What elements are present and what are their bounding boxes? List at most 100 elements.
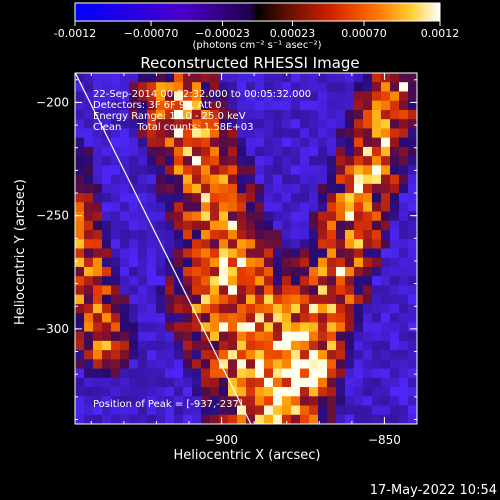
heatmap-cell: [264, 82, 274, 93]
heatmap-cell: [93, 322, 103, 333]
heatmap-cell: [264, 359, 274, 370]
heatmap-cell: [165, 405, 175, 416]
heatmap-cell: [282, 73, 292, 83]
heatmap-cell: [255, 128, 265, 139]
heatmap-cell: [93, 119, 103, 130]
heatmap-cell: [156, 340, 166, 351]
heatmap-cell: [111, 211, 121, 222]
heatmap-cell: [102, 396, 112, 407]
heatmap-cell: [84, 174, 94, 185]
heatmap-cell: [354, 183, 364, 194]
heatmap-cell: [246, 230, 256, 240]
heatmap-cell: [75, 100, 85, 111]
heatmap-cell: [138, 266, 148, 277]
heatmap-cell: [210, 174, 220, 185]
heatmap-cell: [120, 137, 130, 148]
heatmap-cell: [327, 73, 337, 83]
heatmap-cell: [147, 193, 157, 203]
heatmap-cell: [93, 193, 103, 203]
heatmap-cell: [291, 202, 301, 213]
heatmap-cell: [345, 137, 355, 148]
heatmap-cell: [255, 368, 265, 379]
heatmap-cell: [282, 109, 292, 120]
heatmap-cell: [273, 340, 283, 351]
heatmap-cell: [390, 294, 400, 305]
heatmap-cell: [138, 294, 148, 305]
heatmap-cell: [282, 368, 292, 379]
heatmap-cell: [228, 285, 238, 296]
heatmap-cell: [93, 202, 103, 213]
heatmap-cell: [273, 146, 283, 157]
heatmap-cell: [210, 91, 220, 102]
heatmap-cell: [246, 396, 256, 407]
heatmap-cell: [327, 137, 337, 148]
heatmap-cell: [93, 294, 103, 305]
heatmap-cell: [84, 377, 94, 388]
heatmap-cell: [165, 146, 175, 157]
heatmap-cell: [201, 82, 211, 93]
heatmap-cell: [381, 313, 391, 323]
heatmap-cell: [138, 193, 148, 203]
heatmap-cell: [246, 266, 256, 277]
heatmap-cell: [165, 73, 175, 83]
heatmap-cell: [282, 248, 292, 259]
heatmap-cell: [147, 257, 157, 268]
heatmap-cell: [390, 368, 400, 379]
heatmap-cell: [174, 91, 184, 102]
heatmap-cell: [300, 220, 310, 231]
heatmap-cell: [84, 230, 94, 240]
heatmap-cell: [255, 331, 265, 342]
heatmap-cell: [120, 128, 130, 139]
heatmap-cell: [381, 396, 391, 407]
heatmap-cell: [363, 340, 373, 351]
heatmap-cell: [399, 193, 409, 203]
heatmap-cell: [228, 350, 238, 360]
annotation-time-range: 22-Sep-2014 00:02:32.000 to 00:05:32.000: [93, 89, 311, 100]
heatmap-cell: [246, 174, 256, 185]
heatmap-cell: [219, 193, 229, 203]
heatmap-cell: [354, 285, 364, 296]
heatmap-cell: [102, 368, 112, 379]
heatmap-cell: [129, 230, 139, 240]
heatmap-cell: [84, 82, 94, 93]
heatmap-cell: [201, 146, 211, 157]
heatmap-cell: [129, 359, 139, 370]
heatmap-cell: [336, 340, 346, 351]
heatmap-cell: [399, 405, 409, 416]
heatmap-cell: [345, 368, 355, 379]
heatmap-cell: [354, 239, 364, 250]
heatmap-cell: [399, 137, 409, 148]
heatmap-cell: [102, 303, 112, 314]
heatmap-cell: [174, 368, 184, 379]
heatmap-cell: [237, 91, 247, 102]
heatmap-cell: [354, 82, 364, 93]
heatmap-cell: [390, 91, 400, 102]
heatmap-cell: [318, 257, 328, 268]
heatmap-cell: [210, 387, 220, 397]
heatmap-cell: [165, 100, 175, 111]
heatmap-cell: [408, 82, 417, 93]
heatmap-cell: [183, 350, 193, 360]
heatmap-cell: [165, 193, 175, 203]
heatmap-cell: [264, 211, 274, 222]
heatmap-cell: [183, 156, 193, 166]
heatmap-cell: [129, 165, 139, 176]
heatmap-cell: [336, 211, 346, 222]
heatmap-cell: [138, 183, 148, 194]
heatmap-cell: [327, 230, 337, 240]
heatmap-cell: [318, 276, 328, 287]
heatmap-cell: [84, 146, 94, 157]
heatmap-cell: [381, 82, 391, 93]
heatmap-cell: [318, 82, 328, 93]
heatmap-cell: [399, 165, 409, 176]
heatmap-cell: [309, 248, 319, 259]
heatmap-cell: [219, 109, 229, 120]
heatmap-cell: [75, 340, 85, 351]
heatmap-cell: [129, 109, 139, 120]
heatmap-cell: [210, 73, 220, 83]
heatmap-cell: [129, 82, 139, 93]
heatmap-cell: [408, 303, 417, 314]
heatmap-cell: [201, 313, 211, 323]
heatmap-cell: [210, 165, 220, 176]
heatmap-cell: [327, 368, 337, 379]
